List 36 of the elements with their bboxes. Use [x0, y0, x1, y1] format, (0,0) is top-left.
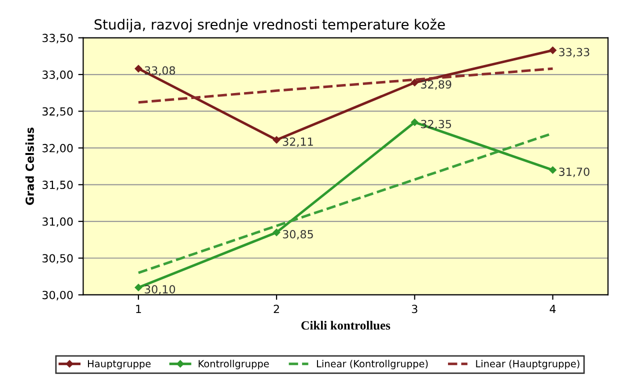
y-tick-label: 33,50	[42, 34, 73, 44]
point	[411, 118, 418, 126]
data-label: 32,35	[421, 120, 452, 130]
y-tick-label: 31,50	[42, 180, 73, 190]
x-tick-label: 2	[274, 304, 279, 314]
x-axis-title: Cikli kontrollues	[301, 320, 390, 330]
legend-label: Hauptgruppe	[88, 360, 151, 370]
point	[272, 136, 280, 144]
legend-label: Linear (Hauptgruppe)	[476, 360, 580, 370]
x-tick-label: 1	[136, 304, 141, 314]
point	[411, 78, 418, 86]
legend-label: Linear (Kontrollgruppe)	[317, 360, 428, 370]
legend-label: Kontrollgruppe	[198, 360, 269, 370]
point	[134, 284, 142, 292]
y-axis-title: Grad Celsius	[25, 128, 34, 205]
y-tick-label: 31,00	[42, 217, 73, 227]
y-tick-label: 32,00	[42, 144, 73, 154]
data-label: 30,10	[144, 285, 176, 295]
point	[549, 46, 556, 54]
chart-title: Studija, razvoj srednje vrednosti temperature kože	[94, 18, 445, 32]
data-label: 33,33	[559, 48, 590, 58]
y-tick-label: 32,50	[42, 107, 73, 117]
data-label: 32,89	[421, 80, 452, 90]
data-label: 30,85	[282, 230, 313, 240]
data-label: 33,08	[144, 66, 176, 76]
line-series	[137, 67, 554, 104]
point	[549, 166, 556, 174]
point	[134, 65, 142, 72]
y-tick-label: 30,50	[42, 254, 73, 264]
x-tick-label: 4	[550, 304, 556, 314]
point	[272, 228, 280, 236]
y-tick-label: 30,00	[42, 290, 73, 300]
x-tick-label: 3	[412, 304, 418, 314]
data-label: 32,11	[282, 137, 313, 148]
data-label: 31,70	[559, 168, 590, 178]
y-tick-label: 33,00	[42, 70, 73, 80]
